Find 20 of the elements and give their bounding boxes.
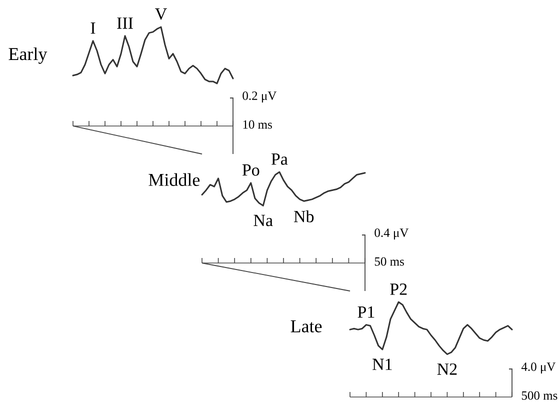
annotation: Pa (271, 154, 288, 165)
annotation: III (117, 18, 133, 29)
annotation: P2 (390, 284, 407, 295)
text: 50 ms (374, 257, 404, 266)
text: 500 ms (522, 391, 558, 400)
annotation: V (155, 8, 167, 20)
text: 10 ms (243, 120, 272, 129)
annotation: N2 (437, 363, 457, 375)
text: 0.4 μV (374, 228, 409, 240)
text: 4.0 μV (521, 362, 556, 374)
annotation: Na (254, 214, 273, 226)
annotation: I (90, 22, 96, 34)
annotation: N1 (372, 358, 392, 370)
annotation: Nb (294, 210, 314, 222)
chart-title: Middle (148, 173, 200, 186)
text: 0.2 μV (242, 92, 277, 102)
text: Early (8, 47, 48, 64)
text: Late (290, 320, 322, 332)
annotation: P1 (358, 306, 374, 318)
annotation: Po (242, 164, 260, 176)
